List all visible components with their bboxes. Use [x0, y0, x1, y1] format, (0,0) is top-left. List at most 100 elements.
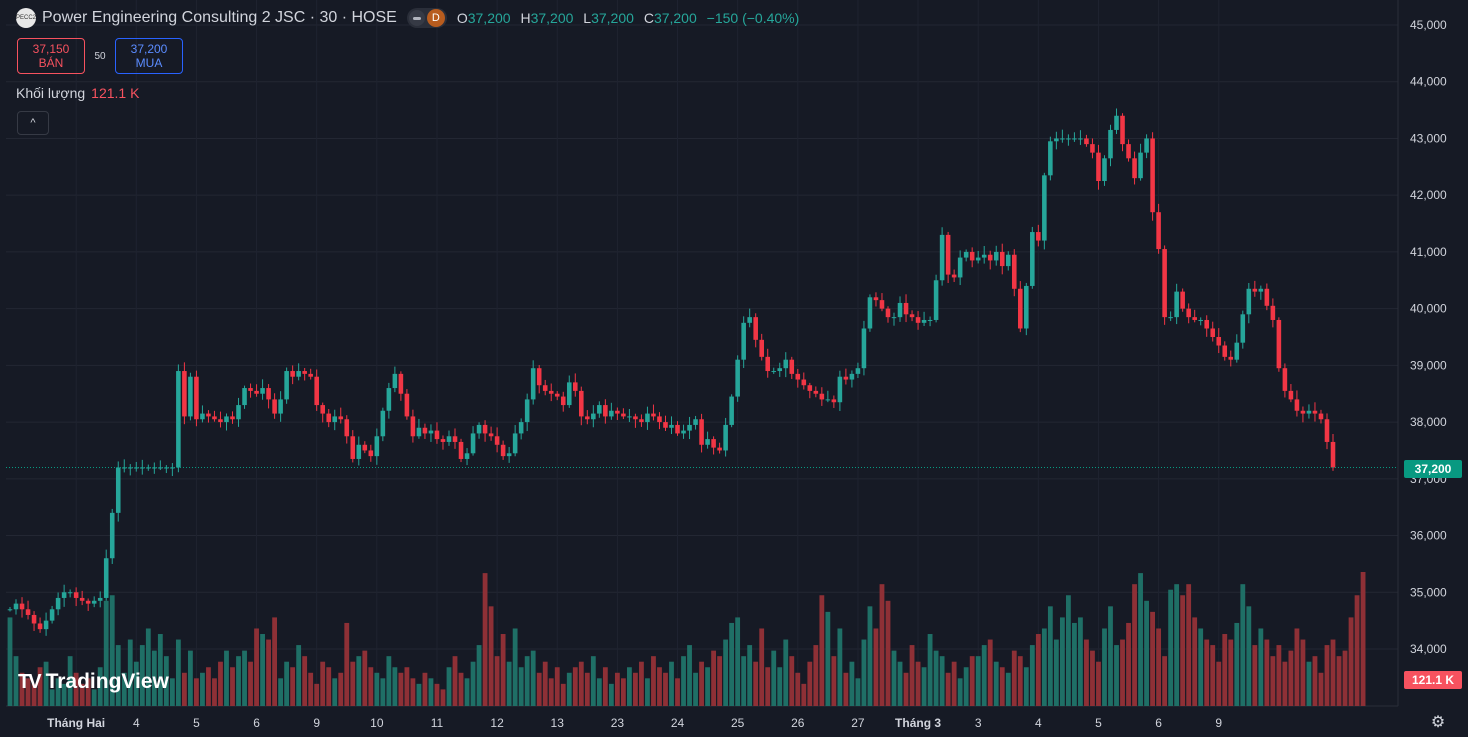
- volume-bar: [25, 678, 31, 706]
- candle-body: [13, 603, 19, 610]
- volume-bar: [807, 661, 813, 706]
- candle-body: [1330, 441, 1336, 468]
- volume-bar: [554, 667, 560, 706]
- volume-bar: [1294, 628, 1300, 706]
- candle-body: [440, 439, 446, 442]
- hide-icon[interactable]: [408, 10, 425, 26]
- candle-body: [1246, 288, 1252, 315]
- candle-body: [212, 416, 217, 420]
- volume-bar: [242, 650, 247, 706]
- x-tick-label: 13: [551, 716, 565, 730]
- volume-bar: [596, 678, 602, 706]
- candle-body: [945, 234, 951, 275]
- candle-body: [1192, 317, 1197, 320]
- volume-bar: [843, 672, 849, 706]
- candle-body: [1060, 138, 1065, 140]
- volume-bar: [410, 678, 416, 706]
- x-tick-label: Tháng Hai: [47, 716, 105, 730]
- interval-badge[interactable]: D: [426, 9, 445, 27]
- symbol-title[interactable]: Power Engineering Consulting 2 JSC · 30 …: [42, 9, 397, 26]
- candle-body: [428, 430, 434, 434]
- volume-bar: [506, 661, 512, 706]
- candle-body: [789, 359, 795, 374]
- volume-bar: [175, 639, 181, 706]
- volume-bar: [1029, 645, 1035, 706]
- x-tick-label: 25: [731, 716, 745, 730]
- volume-bar: [524, 656, 530, 706]
- candle-body: [993, 251, 999, 261]
- candle-body: [488, 433, 494, 437]
- candle-body: [681, 430, 686, 434]
- logo-text: PECC2: [16, 15, 37, 21]
- volume-bar: [987, 639, 993, 706]
- candle-body: [1198, 319, 1203, 321]
- volume-bar: [1041, 628, 1047, 706]
- sell-button[interactable]: 37,150 BÁN: [17, 38, 85, 74]
- volume-bar: [909, 645, 915, 706]
- candle-body: [368, 450, 374, 457]
- volume-bar: [428, 678, 434, 706]
- buy-button[interactable]: 37,200 MUA: [115, 38, 183, 74]
- volume-legend[interactable]: Khối lượng 121.1 K: [16, 85, 139, 101]
- candle-body: [687, 424, 692, 431]
- x-tick-label: 5: [193, 716, 200, 730]
- volume-bar: [314, 683, 320, 706]
- volume-bar: [73, 672, 79, 706]
- candle-body: [1096, 152, 1101, 181]
- close-value: 37,200: [653, 10, 697, 26]
- candle-body: [837, 376, 843, 403]
- candle-body: [963, 251, 969, 258]
- y-tick-label: 38,000: [1410, 415, 1447, 429]
- candle-body: [903, 302, 909, 315]
- volume-bar: [139, 645, 145, 706]
- volume-bar: [1005, 672, 1011, 706]
- candle-body: [759, 339, 764, 357]
- x-tick-label: 23: [611, 716, 625, 730]
- volume-bar: [494, 656, 500, 706]
- candle-body: [416, 427, 422, 437]
- volume-bar: [1156, 628, 1162, 706]
- candle-body: [338, 416, 344, 420]
- x-tick-label: 24: [671, 716, 685, 730]
- volume-bar: [1126, 622, 1131, 706]
- volume-bar: [91, 689, 97, 706]
- x-tick-label: 3: [975, 716, 982, 730]
- volume-bar: [518, 667, 524, 706]
- candle-body: [79, 597, 85, 601]
- candle-body: [97, 597, 103, 601]
- candle-body: [206, 413, 211, 417]
- open-value: 37,200: [467, 10, 511, 26]
- candle-body: [278, 399, 283, 414]
- tradingview-mark-icon: TV: [18, 670, 42, 693]
- low-label: L: [583, 10, 592, 26]
- candle-body: [170, 467, 175, 469]
- y-tick-label: 34,000: [1410, 642, 1447, 656]
- candle-body: [1216, 337, 1222, 346]
- candle-body: [560, 396, 566, 406]
- volume-bar: [452, 656, 458, 706]
- tradingview-logo[interactable]: TV TradingView: [18, 670, 169, 694]
- volume-bar: [975, 656, 981, 706]
- close-label: C: [643, 10, 654, 26]
- volume-bar: [260, 634, 265, 706]
- candle-body: [657, 416, 662, 423]
- candle-body: [1210, 328, 1216, 337]
- volume-bar: [717, 656, 723, 706]
- collapse-legend-button[interactable]: ^: [17, 111, 49, 135]
- candle-body: [1042, 175, 1047, 241]
- candle-body: [705, 439, 710, 445]
- volume-bar: [1258, 628, 1264, 706]
- candle-body: [1066, 138, 1071, 140]
- candle-body: [200, 413, 205, 420]
- candle-body: [1150, 138, 1155, 213]
- volume-bar: [1065, 595, 1071, 706]
- volume-bar: [572, 667, 578, 706]
- volume-bar: [645, 678, 650, 706]
- gear-icon[interactable]: ⚙: [1430, 714, 1446, 731]
- volume-bar: [145, 628, 151, 706]
- candle-body: [957, 257, 963, 278]
- candle-body: [939, 234, 945, 281]
- volume-bar: [548, 678, 554, 706]
- interval-pill[interactable]: D: [406, 8, 447, 28]
